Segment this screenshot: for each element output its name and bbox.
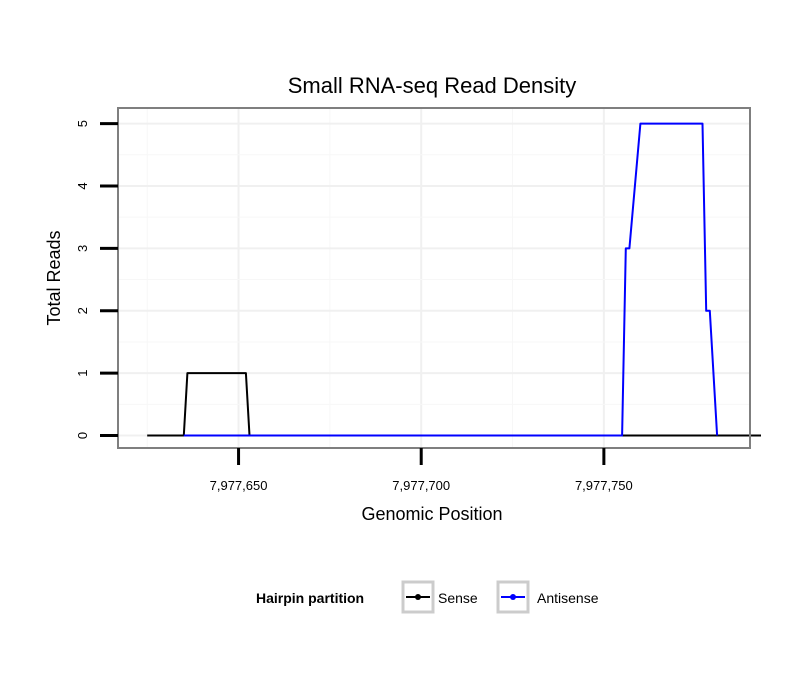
grid-lines bbox=[118, 108, 750, 448]
legend-key-point-sense bbox=[415, 594, 421, 600]
y-tick-label: 1 bbox=[75, 369, 90, 376]
legend-item-antisense[interactable]: Antisense bbox=[496, 580, 599, 614]
y-tick-label: 0 bbox=[75, 432, 90, 439]
plot-panel bbox=[118, 108, 750, 448]
y-axis: 0 1 2 3 4 5 bbox=[75, 120, 118, 439]
plot-border bbox=[117, 107, 751, 449]
legend-item-sense[interactable]: Sense bbox=[401, 580, 478, 614]
x-tick-label: 7,977,650 bbox=[210, 478, 268, 493]
legend: Hairpin partition Sense Antisense bbox=[256, 580, 599, 614]
x-tick-label: 7,977,700 bbox=[392, 478, 450, 493]
x-axis-title: Genomic Position bbox=[361, 504, 502, 524]
y-axis-title: Total Reads bbox=[44, 230, 64, 325]
legend-title: Hairpin partition bbox=[256, 590, 364, 606]
legend-label-antisense: Antisense bbox=[537, 590, 599, 606]
x-axis: 7,977,650 7,977,700 7,977,750 bbox=[210, 448, 633, 493]
legend-label-sense: Sense bbox=[438, 590, 478, 606]
y-tick-label: 2 bbox=[75, 307, 90, 314]
series-layer bbox=[147, 122, 761, 437]
y-tick-label: 3 bbox=[75, 245, 90, 252]
y-tick-label: 5 bbox=[75, 120, 90, 127]
series-line-antisense bbox=[183, 122, 719, 437]
chart-title: Small RNA-seq Read Density bbox=[288, 73, 577, 98]
x-tick-label: 7,977,750 bbox=[575, 478, 633, 493]
y-tick-label: 4 bbox=[75, 182, 90, 189]
legend-key-point-antisense bbox=[510, 594, 516, 600]
